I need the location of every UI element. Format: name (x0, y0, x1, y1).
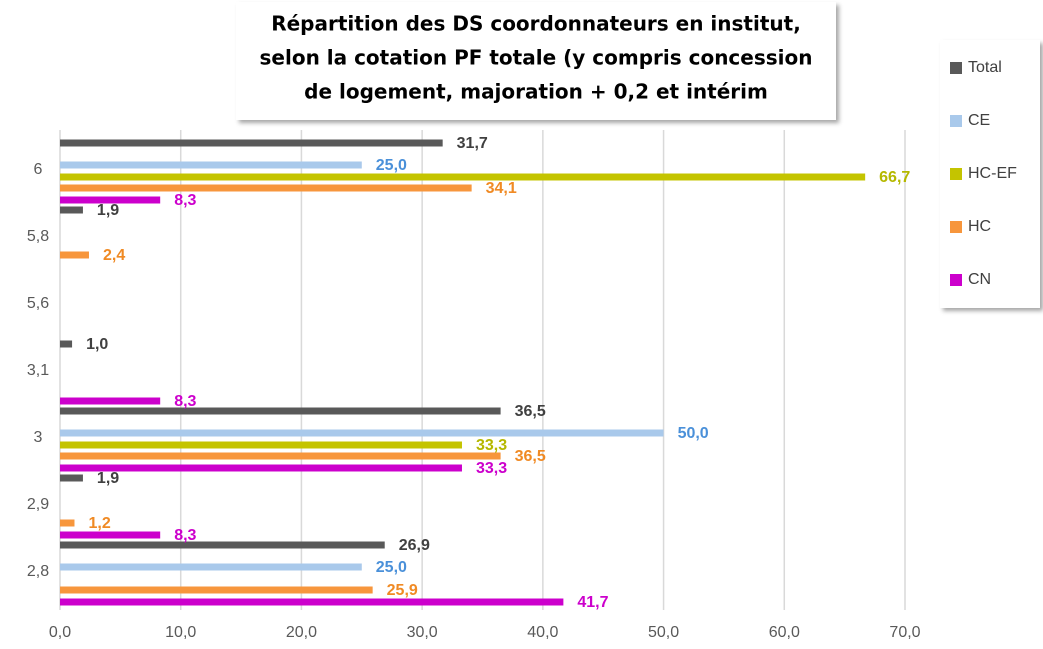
bar (60, 441, 462, 449)
bar (60, 464, 462, 472)
bar (60, 563, 362, 571)
value-label: 1,9 (97, 202, 119, 219)
y-tick-label: 3 (34, 429, 43, 446)
value-label: 36,5 (515, 403, 546, 420)
x-tick-label: 0,0 (49, 624, 71, 641)
value-label: 1,2 (88, 515, 110, 532)
legend-label: Total (968, 59, 1002, 76)
bar (60, 452, 501, 460)
y-tick-label: 2,9 (27, 496, 49, 513)
bar (60, 340, 73, 348)
value-label: 50,0 (678, 425, 709, 442)
value-label: 25,9 (387, 582, 418, 599)
value-label: 33,3 (476, 460, 507, 477)
bar (60, 173, 866, 181)
value-label: 2,4 (103, 247, 125, 264)
legend-label: CE (968, 112, 990, 129)
legend-label: HC-EF (968, 165, 1017, 182)
value-label: 1,0 (86, 336, 108, 353)
bar (60, 206, 83, 214)
bar (60, 429, 664, 437)
value-label: 41,7 (577, 594, 608, 611)
legend-swatch (950, 274, 962, 286)
bar (60, 397, 161, 405)
legend-label: CN (968, 271, 991, 288)
x-tick-label: 10,0 (165, 624, 196, 641)
value-label: 36,5 (515, 448, 546, 465)
bar (60, 586, 373, 594)
bar (60, 161, 362, 169)
value-label: 25,0 (376, 157, 407, 174)
bar (60, 139, 443, 147)
bar (60, 407, 501, 415)
chart-title: de logement, majoration + 0,2 et intérim (304, 80, 768, 104)
legend-swatch (950, 62, 962, 74)
value-label: 8,3 (174, 527, 196, 544)
bar (60, 541, 385, 549)
legend: Total CE HC-EF HC CN (950, 59, 1017, 288)
value-label: 1,9 (97, 470, 119, 487)
bar (60, 251, 89, 259)
bar (60, 196, 161, 204)
chart-title: Répartition des DS coordonnateurs en ins… (271, 12, 801, 36)
bar (60, 598, 564, 606)
bar (60, 519, 75, 527)
bar (60, 531, 161, 539)
legend-swatch (950, 221, 962, 233)
value-label: 8,3 (174, 192, 196, 209)
y-tick-label: 6 (34, 161, 43, 178)
legend-label: HC (968, 218, 991, 235)
value-label: 34,1 (486, 180, 517, 197)
chart-title: selon la cotation PF totale (y compris c… (260, 46, 813, 70)
legend-swatch (950, 115, 962, 127)
y-tick-label: 5,8 (27, 228, 49, 245)
value-label: 25,0 (376, 559, 407, 576)
value-label: 31,7 (457, 135, 488, 152)
grid: 0,0 10,0 20,0 30,0 40,0 50,0 60,0 70,0 6 5,8 5,6 3,… (27, 130, 921, 641)
value-label: 33,3 (476, 437, 507, 454)
value-label: 8,3 (174, 393, 196, 410)
title-box (236, 2, 836, 120)
title: Répartition des DS coordonnateurs en ins… (260, 12, 813, 104)
legend-swatch (950, 168, 962, 180)
x-tick-label: 40,0 (527, 624, 558, 641)
y-tick-label: 2,8 (27, 563, 49, 580)
y-tick-label: 3,1 (27, 362, 49, 379)
x-tick-label: 20,0 (286, 624, 317, 641)
bar (60, 474, 83, 482)
bar (60, 184, 472, 192)
x-tick-label: 60,0 (769, 624, 800, 641)
x-tick-label: 30,0 (407, 624, 438, 641)
x-tick-label: 70,0 (889, 624, 920, 641)
value-label: 26,9 (399, 537, 430, 554)
y-tick-label: 5,6 (27, 295, 49, 312)
x-tick-label: 50,0 (648, 624, 679, 641)
bars: 31,7 1,9 1,0 36,5 1,9 26,9 25,0 50,0 25,0 66,7 33,… (60, 135, 910, 611)
value-label: 66,7 (879, 169, 910, 186)
